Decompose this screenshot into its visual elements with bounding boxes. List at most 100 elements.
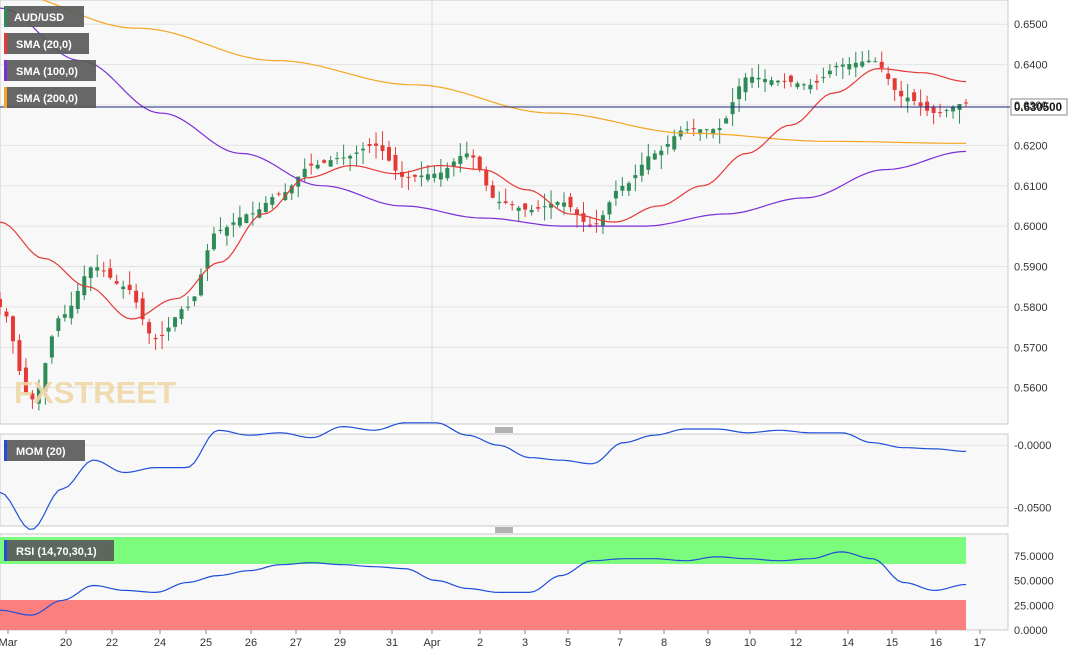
candle — [503, 188, 508, 205]
candle — [717, 118, 722, 144]
instrument-badge[interactable]: AUD/USD — [4, 6, 84, 27]
candle — [56, 315, 61, 337]
candle — [348, 154, 353, 172]
candle — [289, 184, 294, 201]
candle — [633, 164, 638, 192]
candle — [30, 390, 35, 409]
candle — [860, 51, 865, 68]
mom-line — [0, 422, 967, 530]
y-tick-label: 0.5800 — [1014, 302, 1048, 314]
candle — [10, 315, 15, 354]
instrument-label: AUD/USD — [14, 12, 64, 24]
sma20-line — [0, 67, 967, 320]
x-tick-label: Mar — [0, 637, 18, 649]
candle — [931, 104, 936, 125]
candle — [698, 129, 703, 142]
candle — [399, 161, 404, 188]
candle — [756, 64, 761, 88]
x-tick-label: 29 — [334, 637, 346, 649]
mom-badge[interactable]: MOM (20) — [4, 440, 85, 461]
x-tick-label: 2 — [477, 637, 483, 649]
y-tick-label: 0.6100 — [1014, 181, 1048, 193]
y-tick-label: 0.6500 — [1014, 19, 1048, 31]
x-tick-label: 15 — [886, 637, 898, 649]
candle — [912, 89, 917, 106]
indicator-lines — [0, 0, 967, 616]
candle — [367, 138, 372, 153]
x-tick-label: 16 — [930, 637, 942, 649]
candle — [263, 196, 268, 213]
candle — [607, 200, 612, 220]
resize-handle-rsi[interactable] — [495, 527, 513, 533]
sma200-badge[interactable]: SMA (200,0) — [4, 87, 96, 108]
candle — [801, 82, 806, 91]
candle — [659, 145, 664, 170]
candle — [322, 159, 327, 164]
x-tick-label: 20 — [60, 637, 72, 649]
sma100-label: SMA (100,0) — [16, 66, 78, 78]
candle — [147, 318, 152, 344]
candle — [529, 205, 534, 216]
x-tick-label: Apr — [423, 637, 440, 649]
resize-handle-mom[interactable] — [495, 427, 513, 433]
candle — [737, 78, 742, 113]
candle — [101, 261, 106, 278]
candle — [834, 62, 839, 76]
candle — [438, 159, 443, 187]
y-tick-label: 0.5600 — [1014, 383, 1048, 395]
candle — [62, 304, 67, 322]
candle — [244, 213, 249, 224]
candle — [419, 161, 424, 187]
candle — [652, 149, 657, 161]
sma100-badge[interactable]: SMA (100,0) — [4, 60, 96, 81]
x-tick-label: 17 — [974, 637, 986, 649]
candle — [270, 193, 275, 209]
candle — [328, 155, 333, 167]
candle — [0, 291, 2, 315]
candle — [613, 180, 618, 206]
mom-tick-label: -0.0000 — [1014, 440, 1051, 452]
candle — [237, 205, 242, 229]
candle — [75, 283, 80, 314]
candle — [827, 64, 832, 78]
candle — [43, 362, 48, 405]
candle — [95, 254, 100, 278]
candle — [69, 291, 74, 325]
y-axis-main: 0.6500 0.6400 0.6300 0.6200 0.6100 0.6000 0.59… — [1014, 19, 1048, 394]
candle — [549, 190, 554, 220]
candle — [464, 141, 469, 160]
candle — [620, 177, 625, 197]
candle — [523, 203, 528, 218]
watermark: FXSTREET — [14, 375, 176, 410]
candle — [951, 105, 956, 119]
y-tick-label: 0.6200 — [1014, 140, 1048, 152]
y-axis-mom: -0.0000 -0.0500 — [1014, 440, 1051, 514]
candle — [925, 95, 930, 117]
candle — [918, 89, 923, 116]
candle — [205, 243, 210, 281]
y-axis-rsi: 75.0000 50.0000 25.0000 0.0000 — [1014, 551, 1054, 637]
candle — [471, 149, 476, 171]
candle — [140, 291, 145, 326]
candle — [179, 306, 184, 325]
candle — [892, 78, 897, 102]
rsi-tick-label: 25.0000 — [1014, 600, 1054, 612]
candle — [425, 164, 430, 183]
sma20-badge[interactable]: SMA (20,0) — [4, 33, 89, 54]
candle — [944, 108, 949, 118]
sma100-line — [0, 7, 967, 227]
x-tick-label: 31 — [386, 637, 398, 649]
candle — [224, 225, 229, 246]
candle — [575, 207, 580, 228]
mom-tick-label: -0.0500 — [1014, 502, 1051, 514]
candle — [315, 159, 320, 170]
rsi-badge[interactable]: RSI (14,70,30,1) — [4, 540, 114, 561]
candle — [763, 69, 768, 93]
candle — [497, 191, 502, 210]
rsi-tick-label: 75.0000 — [1014, 551, 1054, 563]
rsi-line — [0, 551, 967, 616]
candle — [821, 67, 826, 83]
candle — [250, 201, 255, 226]
candle — [432, 166, 437, 183]
